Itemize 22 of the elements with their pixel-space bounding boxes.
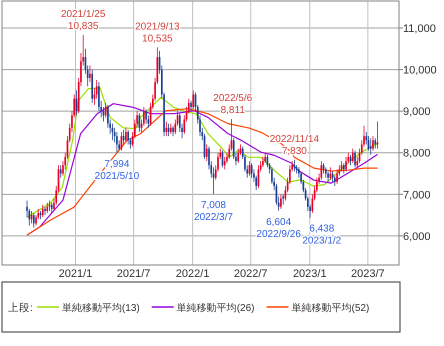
- x-tick-label: 2022/1: [176, 268, 210, 280]
- legend-title: 上段:: [8, 301, 33, 314]
- x-tick-label: 2022/7: [234, 268, 268, 280]
- x-tick-label: 2023/1: [292, 268, 327, 280]
- y-tick-label: 6,000: [403, 230, 431, 243]
- x-tick-label: 2021/7: [116, 268, 150, 280]
- y-tick-label: 11,000: [403, 23, 436, 36]
- x-tick-label: 2021/1: [58, 268, 92, 280]
- legend-label: 単純移動平均(13): [62, 302, 140, 314]
- annotation: 6,438 2023/1/2: [302, 224, 342, 247]
- y-tick-label: 8,000: [403, 148, 431, 160]
- annotation: 7,008 2022/3/7: [194, 200, 234, 223]
- legend-label: 単純移動平均(26): [176, 302, 255, 314]
- annotation: 2022/5/6 8,811: [213, 93, 253, 116]
- legend-label: 単純移動平均(52): [292, 302, 370, 314]
- y-tick-label: 7,000: [403, 189, 431, 202]
- annotation: 2021/1/25 10,835: [60, 8, 106, 32]
- y-tick-label: 10,000: [403, 64, 437, 77]
- y-tick-label: 9,000: [403, 106, 431, 118]
- x-tick-label: 2023/7: [351, 268, 385, 280]
- annotation: 2021/9/13 10,535: [135, 21, 180, 44]
- annotation: 6,604 2022/9/26: [256, 216, 302, 240]
